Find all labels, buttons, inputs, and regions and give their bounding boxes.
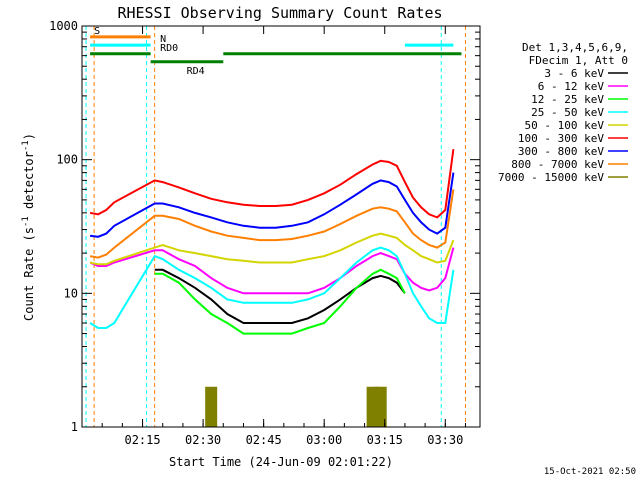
y-tick-label-2: 100 <box>56 153 78 167</box>
legend-entry-4: 50 - 100 keV <box>525 119 605 132</box>
x-axis-label: Start Time (24-Jun-09 02:01:22) <box>169 455 393 469</box>
legend-entry-7: 800 - 7000 keV <box>511 158 604 171</box>
series-line-3 <box>89 246 455 329</box>
x-tick-label-0: 02:15 <box>124 433 160 447</box>
y-tick-label-0: 1 <box>71 420 78 434</box>
axes: 02:15 02:30 02:45 03:00 03:15 03:30 1 10 100 1000 <box>49 19 480 447</box>
series-line-5 <box>89 148 455 219</box>
legend-entry-3: 25 - 50 keV <box>531 106 604 119</box>
x-tick-label-4: 03:15 <box>367 433 403 447</box>
series-line-6 <box>89 172 455 238</box>
status-bar-label-1: N <box>160 34 166 45</box>
legend-entry-8: 7000 - 15000 keV <box>498 171 604 184</box>
legend-header-1: FDecim 1, Att 0 <box>529 54 628 67</box>
legend-header-0: Det 1,3,4,5,6,9, <box>522 41 628 54</box>
status-bar-label-2: RD0 <box>160 43 178 54</box>
plot-frame <box>81 25 481 428</box>
legend: Det 1,3,4,5,6,9,FDecim 1, Att 03 - 6 keV… <box>498 41 628 184</box>
status-bar-label-0: S <box>94 26 100 37</box>
timestamp: 15-Oct-2021 02:50 <box>544 467 636 477</box>
series-line-2 <box>154 268 406 335</box>
status-bar-label-3: RD4 <box>187 66 205 77</box>
x-tick-label-3: 03:00 <box>306 433 342 447</box>
bar-8-8 <box>205 386 218 427</box>
y-tick-label-1: 10 <box>64 286 78 300</box>
series-line-4 <box>89 232 455 266</box>
x-tick-label-5: 03:30 <box>427 433 463 447</box>
series-line-1 <box>89 247 455 295</box>
y-tick-label-3: 1000 <box>49 19 78 33</box>
x-tick-label-1: 02:30 <box>185 433 221 447</box>
series-line-0 <box>154 268 406 324</box>
legend-entry-2: 12 - 25 keV <box>531 93 604 106</box>
series-line-7 <box>89 189 455 259</box>
bar-8-19 <box>374 386 387 427</box>
x-tick-label-2: 02:45 <box>246 433 282 447</box>
legend-entry-6: 300 - 800 keV <box>518 145 604 158</box>
legend-entry-0: 3 - 6 keV <box>544 67 604 80</box>
chart-title: RHESSI Observing Summary Count Rates <box>117 4 442 22</box>
y-axis-label: Count Rate (s-1 detector-1) <box>21 133 36 321</box>
legend-entry-1: 6 - 12 keV <box>538 80 605 93</box>
legend-entry-5: 100 - 300 keV <box>518 132 604 145</box>
